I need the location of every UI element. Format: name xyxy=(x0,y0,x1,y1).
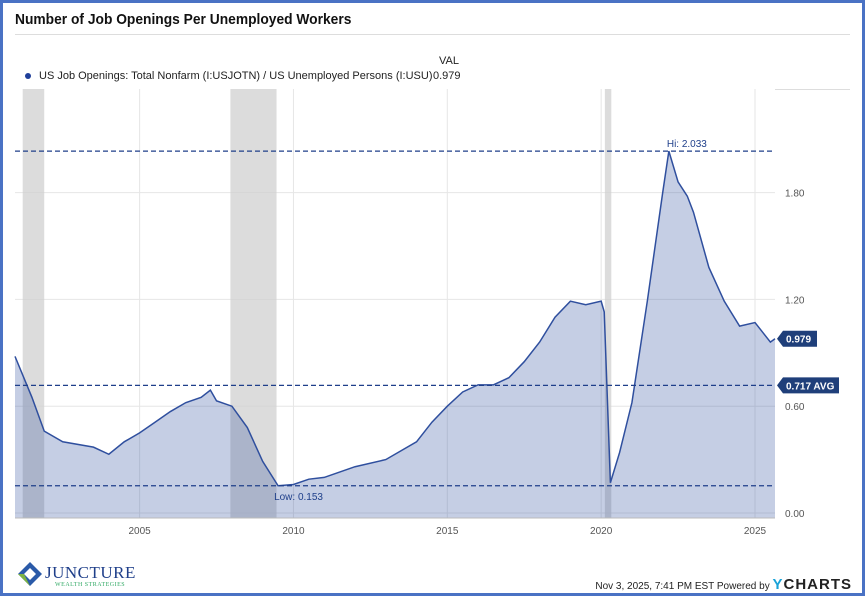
diamond-logo-icon xyxy=(18,562,42,586)
x-tick-label: 2015 xyxy=(436,526,459,537)
timestamp: Nov 3, 2025, 7:41 PM EST Powered by xyxy=(595,581,770,592)
logo-subtitle: WEALTH STRATEGIES xyxy=(55,582,126,588)
recession-band xyxy=(230,89,277,518)
chart-title: Number of Job Openings Per Unemployed Wo… xyxy=(15,11,352,28)
legend-label: US Job Openings: Total Nonfarm (I:USJOTN… xyxy=(39,70,433,82)
y-tick-label: 1.80 xyxy=(785,189,805,200)
last-value-tag-bg xyxy=(777,330,817,347)
value-header: VAL xyxy=(439,55,459,67)
y-tick-label: 0.60 xyxy=(785,402,805,413)
low-label: Low: 0.153 xyxy=(274,492,323,503)
average-tag-bg xyxy=(777,377,839,394)
high-label: Hi: 2.033 xyxy=(667,139,707,150)
ycharts-logo[interactable]: YCHARTS xyxy=(772,576,852,593)
logo-name: JUNCTURE xyxy=(45,563,136,582)
juncture-logo: JUNCTURE WEALTH STRATEGIES xyxy=(17,561,135,592)
y-tick-label: 0.00 xyxy=(785,509,805,520)
footer: Nov 3, 2025, 7:41 PM EST Powered by YCHA… xyxy=(595,576,852,593)
plot-area xyxy=(15,89,775,518)
ycharts-text: CHARTS xyxy=(783,576,852,593)
recession-band xyxy=(22,89,45,518)
chart-svg: 0.00 0.60 1.20 1.80 2005 2010 2015 2020 2025 Hi: … xyxy=(14,89,839,537)
series-area xyxy=(15,151,775,518)
ycharts-y: Y xyxy=(772,576,784,593)
last-value-tag: 0.979 xyxy=(786,335,811,346)
recession-band xyxy=(604,89,612,518)
legend-dot-icon xyxy=(25,73,31,80)
legend-item[interactable]: US Job Openings: Total Nonfarm (I:USJOTN… xyxy=(25,70,433,82)
x-tick-label: 2010 xyxy=(282,526,305,537)
x-tick-label: 2020 xyxy=(590,526,613,537)
legend-value: 0.979 xyxy=(433,70,461,82)
average-tag: 0.717 AVG xyxy=(786,381,835,392)
x-tick-label: 2005 xyxy=(128,526,151,537)
y-tick-label: 1.20 xyxy=(785,295,805,306)
divider xyxy=(15,34,850,35)
x-tick-label: 2025 xyxy=(744,526,767,537)
series-line xyxy=(14,150,776,487)
